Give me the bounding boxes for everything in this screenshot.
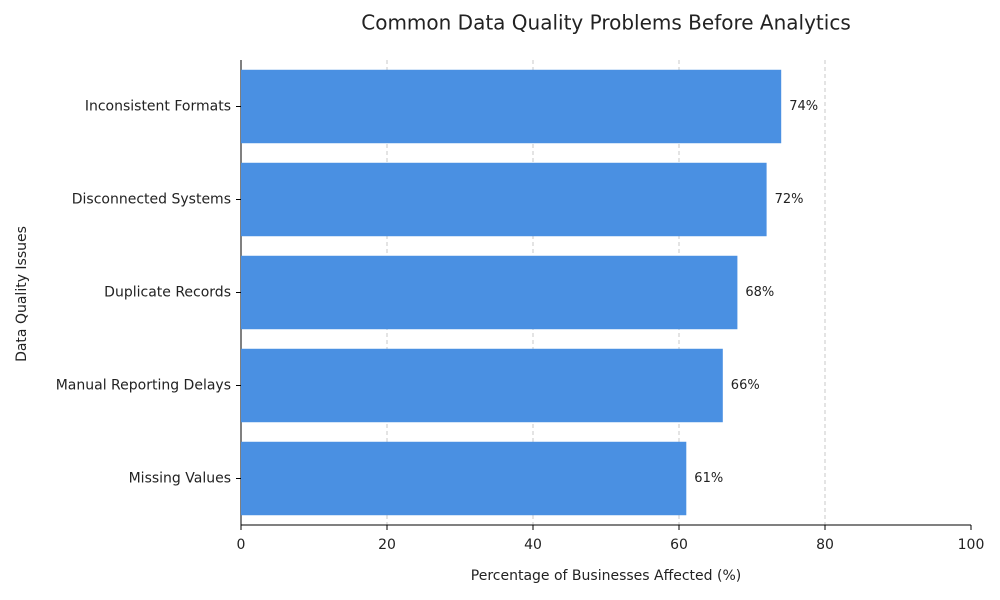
bar xyxy=(241,441,687,516)
x-axis-label: Percentage of Businesses Affected (%) xyxy=(471,568,741,584)
value-label: 72% xyxy=(775,192,804,207)
x-tick-label: 0 xyxy=(237,537,246,553)
y-tick-label: Missing Values xyxy=(129,471,231,487)
x-tick-label: 80 xyxy=(816,537,834,553)
bar xyxy=(241,348,723,423)
x-tick-label: 100 xyxy=(958,537,985,553)
y-tick-label: Duplicate Records xyxy=(104,285,231,301)
y-axis-label: Data Quality Issues xyxy=(14,226,30,362)
chart-title: Common Data Quality Problems Before Anal… xyxy=(361,11,850,35)
y-tick-label: Disconnected Systems xyxy=(72,192,231,208)
bar xyxy=(241,162,767,237)
x-tick-label: 60 xyxy=(670,537,688,553)
y-tick-label: Manual Reporting Delays xyxy=(56,378,231,394)
value-label: 68% xyxy=(745,285,774,300)
x-tick-label: 20 xyxy=(378,537,396,553)
bar xyxy=(241,255,738,330)
value-label: 66% xyxy=(731,378,760,393)
value-label: 74% xyxy=(789,99,818,114)
y-tick-label: Inconsistent Formats xyxy=(85,99,231,115)
value-label: 61% xyxy=(694,471,723,486)
x-tick-label: 40 xyxy=(524,537,542,553)
bar xyxy=(241,69,782,144)
